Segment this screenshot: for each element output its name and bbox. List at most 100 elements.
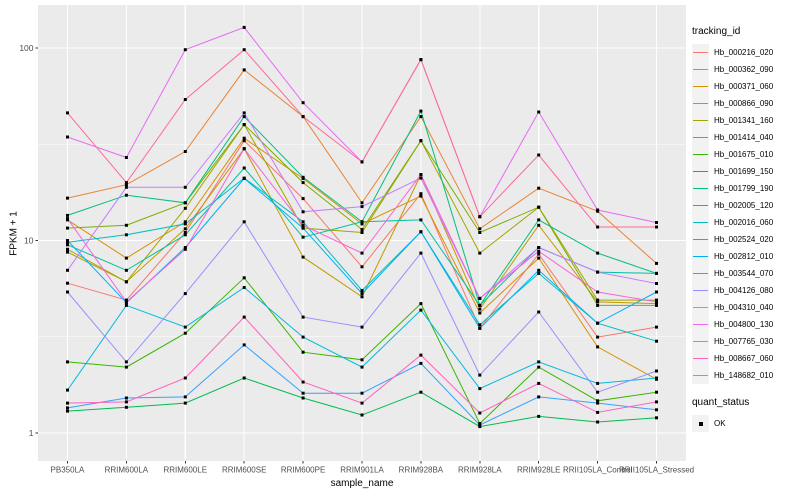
data-point — [124, 185, 128, 189]
data-point — [596, 420, 600, 424]
data-point — [360, 401, 364, 405]
data-point — [478, 411, 482, 415]
legend-item-label: Hb_001799_190 — [714, 184, 774, 193]
data-point — [183, 246, 187, 249]
data-point — [537, 223, 541, 227]
data-point — [242, 166, 246, 170]
legend-item: Hb_003544_070 — [692, 265, 798, 282]
data-point — [537, 186, 541, 190]
legend-item: Hb_000371_060 — [692, 78, 798, 95]
legend-item-label: Hb_003544_070 — [714, 269, 774, 278]
data-point — [124, 360, 128, 364]
legend-item: Hb_002016_060 — [692, 214, 798, 231]
data-point — [242, 343, 246, 347]
data-point — [360, 358, 364, 362]
x-tick-label: RRII105LA_Stressed — [619, 466, 694, 475]
data-point — [124, 280, 128, 284]
data-point — [183, 325, 187, 329]
legend-key-line — [693, 255, 708, 257]
data-point — [478, 303, 482, 307]
data-point — [655, 408, 658, 412]
legend-key — [692, 214, 709, 231]
data-point — [478, 227, 482, 231]
legend-key-line — [693, 238, 708, 240]
data-point — [66, 196, 69, 200]
legend-key — [692, 197, 709, 214]
legend-key-line — [693, 221, 708, 223]
legend-item: Hb_001799_190 — [692, 180, 798, 197]
data-point — [537, 271, 541, 275]
legend-key-line — [693, 119, 708, 121]
data-point — [301, 101, 305, 105]
legend-item-label: Hb_000866_090 — [714, 99, 774, 108]
data-point — [419, 361, 423, 365]
legend-item: Hb_001414_040 — [692, 129, 798, 146]
legend-key — [692, 146, 709, 163]
data-point — [596, 300, 600, 304]
data-point — [596, 298, 600, 302]
legend-key-line — [693, 272, 708, 274]
data-point — [419, 218, 423, 222]
data-point — [66, 388, 69, 392]
legend-key-line — [693, 374, 708, 376]
data-point — [655, 339, 658, 343]
data-point — [66, 268, 69, 272]
data-point — [301, 210, 305, 214]
data-point — [537, 110, 541, 114]
data-point — [478, 231, 482, 234]
data-point — [124, 365, 128, 369]
data-point — [537, 414, 541, 418]
data-point — [183, 206, 187, 210]
data-point — [537, 381, 541, 385]
data-point — [478, 423, 482, 427]
data-point — [360, 391, 364, 395]
data-point — [655, 261, 658, 265]
legend-item: Hb_002005_120 — [692, 197, 798, 214]
legend-entries: Hb_000216_020 Hb_000362_090 Hb_000371_060 H… — [692, 44, 798, 384]
data-point — [124, 400, 128, 404]
legend-item-label: Hb_000362_090 — [714, 65, 774, 74]
legend-item-label: Hb_004310_040 — [714, 303, 774, 312]
data-point — [537, 360, 541, 364]
data-point — [360, 365, 364, 369]
data-point — [183, 227, 187, 231]
data-point — [596, 381, 600, 385]
data-point — [596, 208, 600, 212]
data-point — [242, 315, 246, 319]
legend-key — [692, 112, 709, 129]
data-point — [655, 221, 658, 224]
legend-item: Hb_007765_030 — [692, 333, 798, 350]
data-point — [360, 265, 364, 269]
data-point — [66, 240, 69, 244]
legend-item-label: Hb_148682_010 — [714, 371, 774, 380]
data-point — [183, 233, 187, 237]
data-point — [183, 395, 187, 399]
data-point — [124, 156, 128, 159]
data-point — [419, 302, 423, 306]
data-point — [478, 326, 482, 330]
data-point — [419, 173, 423, 177]
data-point — [360, 325, 364, 329]
data-point — [360, 295, 364, 299]
quant-legend-key — [692, 415, 709, 432]
legend-key — [692, 248, 709, 265]
data-point — [478, 215, 482, 219]
data-point — [183, 201, 187, 205]
legend-item: Hb_000866_090 — [692, 95, 798, 112]
data-point — [419, 109, 423, 113]
data-point — [242, 376, 246, 380]
legend-key — [692, 163, 709, 180]
data-point — [66, 409, 69, 413]
data-point — [655, 282, 658, 285]
legend-item-label: Hb_001341_160 — [714, 116, 774, 125]
data-point — [596, 399, 600, 403]
data-point — [66, 290, 69, 294]
data-point — [360, 292, 364, 296]
legend-item: Hb_002524_020 — [692, 231, 798, 248]
legend-key-line — [693, 51, 708, 53]
legend-item: Hb_008667_060 — [692, 350, 798, 367]
data-point — [183, 185, 187, 189]
data-point — [537, 395, 541, 399]
legend-key-line — [693, 357, 708, 359]
data-point — [419, 139, 423, 143]
